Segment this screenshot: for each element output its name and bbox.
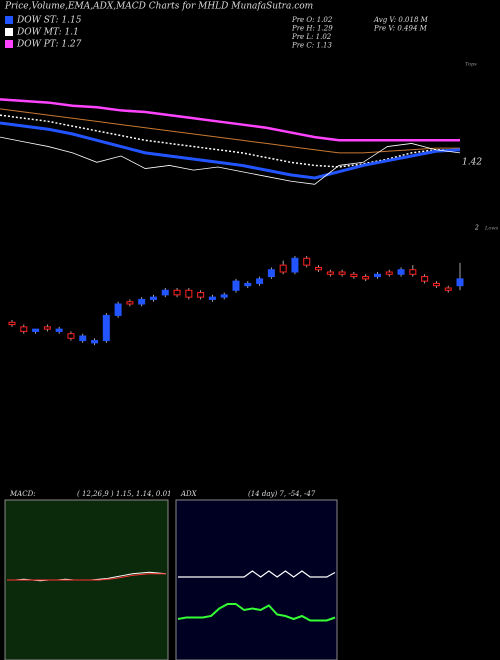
candle-body [373, 273, 381, 278]
candle-body [315, 266, 323, 271]
candle-body [197, 292, 205, 298]
candle-body [444, 287, 452, 291]
legend-swatch [5, 16, 13, 24]
series-line [0, 121, 461, 180]
candle-body [126, 301, 134, 305]
panel-subtitle: (14 day) 7, -54, -47 [248, 490, 316, 498]
price-annotation: 1.42 [462, 158, 482, 168]
candle-body [409, 269, 417, 275]
tops-label: Tops [465, 62, 477, 68]
info-text: Pre V: 0.494 M [373, 25, 428, 33]
series-line [0, 114, 460, 168]
candle-body [43, 326, 51, 330]
candle-body [291, 257, 299, 273]
info-text: Pre O: 1.02 [291, 16, 333, 24]
legend-label: DOW PT: 1.27 [16, 40, 82, 50]
candle-body [149, 296, 157, 300]
info-text: Pre C: 1.13 [291, 42, 332, 50]
candle-body [338, 271, 346, 275]
legend-label: DOW ST: 1.15 [16, 16, 82, 26]
candle-body [138, 298, 146, 305]
legend-swatch [5, 40, 13, 48]
series-line [178, 570, 336, 578]
series-line [0, 98, 460, 142]
series-line [7, 573, 166, 581]
candle-body [102, 314, 110, 342]
mark-label: 2 [474, 225, 479, 232]
candle-body [208, 296, 216, 300]
candle-body [456, 278, 464, 287]
candle-body [397, 269, 405, 275]
info-text: Pre H: 1.29 [291, 25, 333, 33]
candle-body [303, 257, 311, 266]
candle-body [232, 280, 240, 291]
info-text: Pre L: 1.02 [291, 33, 332, 41]
adx-panel [175, 499, 338, 660]
lows-label: Lows [484, 226, 499, 232]
legend-swatch [5, 28, 13, 36]
candle-body [256, 278, 264, 284]
candle-body [362, 276, 370, 280]
info-text: Avg V: 0.018 M [373, 16, 429, 24]
candle-body [91, 340, 99, 344]
candle-body [385, 271, 393, 275]
candle-body [350, 273, 358, 278]
series-line [177, 603, 336, 622]
series-line [0, 108, 460, 154]
panel-title: MACD: [9, 490, 36, 498]
candle-body [8, 321, 16, 326]
panel-subtitle: ( 12,26,9 ) 1.15, 1.14, 0.01 [77, 490, 172, 498]
candle-body [267, 269, 275, 278]
candle-body [173, 289, 181, 296]
series-line [0, 136, 461, 185]
candle-body [220, 294, 228, 298]
candle-body [279, 264, 287, 273]
candle-body [67, 333, 75, 339]
candle-body [421, 276, 429, 282]
candle-body [79, 335, 87, 342]
candle-body [20, 326, 28, 332]
candle-body [244, 282, 252, 287]
candle-body [185, 289, 193, 298]
page-title: Price,Volume,EMA,ADX,MACD Charts for MHL… [4, 2, 313, 12]
candle-body [326, 271, 334, 275]
candle-body [161, 289, 169, 296]
legend-label: DOW MT: 1.1 [16, 28, 79, 38]
candle-body [55, 328, 63, 332]
candle-body [432, 282, 440, 287]
panel-title: ADX [180, 490, 198, 498]
candle-body [32, 328, 40, 332]
candle-body [114, 303, 122, 316]
